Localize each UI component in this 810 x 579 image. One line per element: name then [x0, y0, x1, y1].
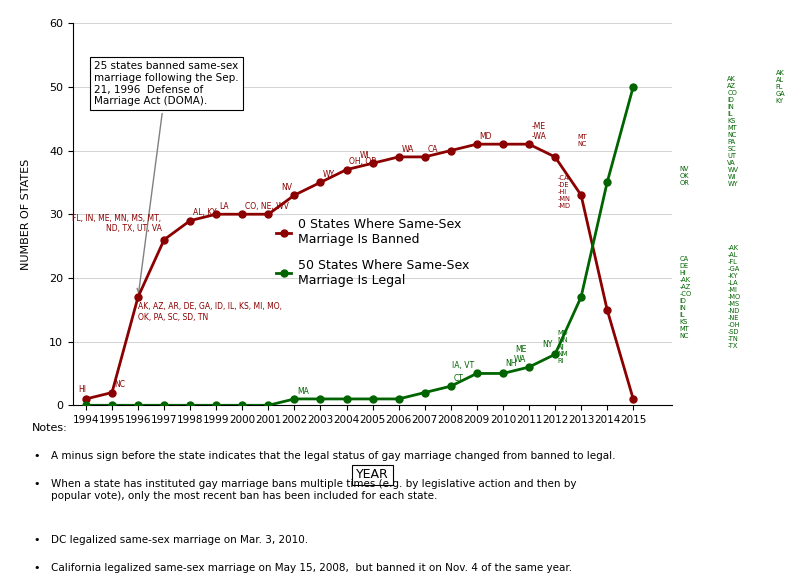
Text: WA: WA [401, 145, 414, 153]
Text: LA: LA [219, 202, 228, 211]
Text: NV: NV [281, 183, 292, 192]
Text: CO, NE, WV: CO, NE, WV [245, 202, 289, 211]
Text: CA: CA [428, 145, 438, 153]
Text: NC: NC [114, 380, 126, 389]
Text: AL, KY: AL, KY [193, 208, 216, 217]
Text: AK
AL
FL
GA
KY: AK AL FL GA KY [776, 70, 785, 104]
Y-axis label: NUMBER OF STATES: NUMBER OF STATES [21, 159, 31, 270]
Text: HI: HI [78, 385, 86, 394]
Text: -CA
-DE
-HI
-MN
-MD: -CA -DE -HI -MN -MD [557, 175, 570, 209]
Text: •: • [33, 451, 40, 461]
Text: A minus sign before the state indicates that the legal status of gay marriage ch: A minus sign before the state indicates … [51, 451, 616, 461]
Legend: 0 States Where Same-Sex
Marriage Is Banned, 50 States Where Same-Sex
Marriage Is: 0 States Where Same-Sex Marriage Is Bann… [271, 213, 474, 292]
Text: MA: MA [297, 387, 309, 396]
Text: MD
MN
NJ
NM
RI: MD MN NJ NM RI [557, 330, 569, 364]
Text: CT: CT [454, 374, 463, 383]
Text: -ME
-WA: -ME -WA [531, 122, 547, 141]
Text: DC legalized same-sex marriage on Mar. 3, 2010.: DC legalized same-sex marriage on Mar. 3… [51, 535, 309, 545]
Text: NV
OK
OR: NV OK OR [679, 166, 689, 186]
Text: When a state has instituted gay marriage bans multiple times (e.g. by legislativ: When a state has instituted gay marriage… [51, 479, 577, 501]
Text: CA
DE
HI
-AK
-AZ
-CO
ID
IN
IL
KS
MT
NC: CA DE HI -AK -AZ -CO ID IN IL KS MT NC [679, 255, 692, 339]
Text: WY: WY [323, 170, 335, 179]
Text: NH: NH [505, 360, 517, 368]
Text: •: • [33, 479, 40, 489]
Text: YEAR: YEAR [356, 468, 389, 481]
Text: OH, OR: OH, OR [349, 157, 377, 167]
Text: Notes:: Notes: [32, 423, 68, 433]
Text: -AK
-AL
-FL
-GA
-KY
-LA
-MI
-MO
-MS
-ND
-NE
-OH
-SD
-TN
-TX: -AK -AL -FL -GA -KY -LA -MI -MO -MS -ND … [727, 245, 740, 349]
Text: •: • [33, 535, 40, 545]
Text: 25 states banned same-sex
marriage following the Sep.
21, 1996  Defense of
Marri: 25 states banned same-sex marriage follo… [94, 61, 238, 293]
Text: California legalized same-sex marriage on May 15, 2008,  but banned it on Nov. 4: California legalized same-sex marriage o… [51, 563, 573, 573]
Text: WI: WI [360, 151, 370, 160]
Text: AK
AZ
CO
ID
IN
IL
KS
MT
NC
PA
SC
UT
VA
WV
WI
WY: AK AZ CO ID IN IL KS MT NC PA SC UT VA W… [727, 76, 739, 187]
Text: AK, AZ, AR, DE, GA, ID, IL, KS, MI, MO,
OK, PA, SC, SD, TN: AK, AZ, AR, DE, GA, ID, IL, KS, MI, MO, … [138, 302, 282, 321]
Text: •: • [33, 563, 40, 573]
Text: IA, VT: IA, VT [452, 361, 474, 371]
Text: NY: NY [542, 340, 552, 349]
Text: MD: MD [480, 132, 492, 141]
Text: ME
WA: ME WA [514, 345, 526, 364]
Text: MT
NC: MT NC [578, 134, 587, 148]
Text: FL, IN, ME, MN, MS, MT,
ND, TX, UT, VA: FL, IN, ME, MN, MS, MT, ND, TX, UT, VA [72, 214, 161, 233]
